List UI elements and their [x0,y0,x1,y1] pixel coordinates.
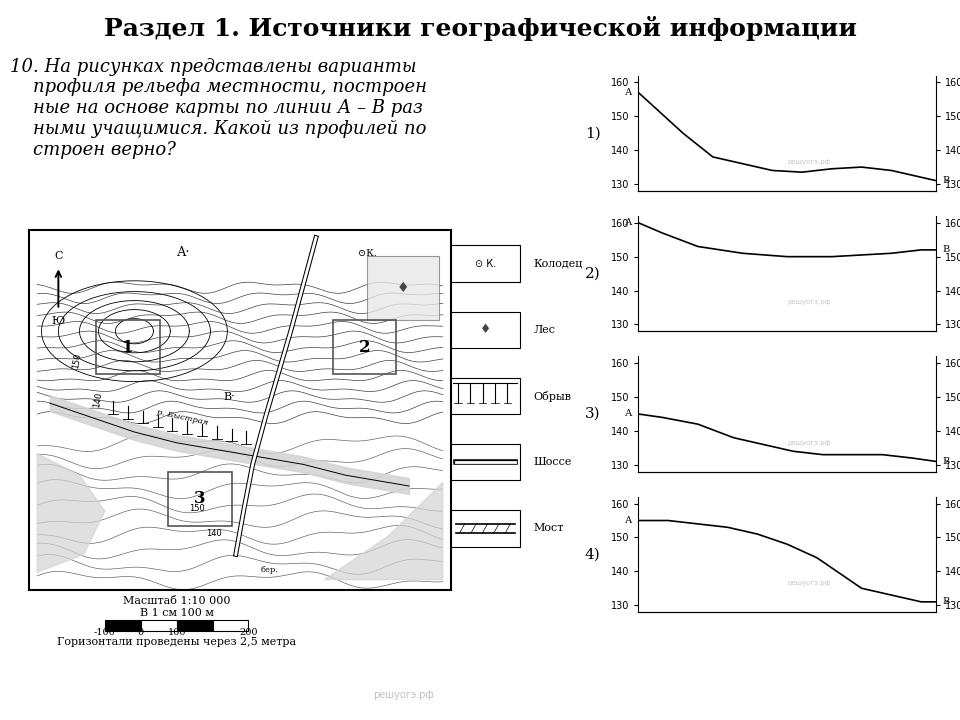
Text: Раздел 1. Источники географической информации: Раздел 1. Источники географической инфор… [104,17,856,41]
Text: 150: 150 [189,504,205,513]
Text: Обрыв: Обрыв [534,390,571,402]
Text: Горизонтали проведены через 2,5 метра: Горизонтали проведены через 2,5 метра [57,637,297,647]
Text: Лес: Лес [534,325,555,335]
Bar [105,621,141,631]
Text: решуогэ.рф: решуогэ.рф [787,440,830,446]
Bar [96,320,159,374]
Text: 200: 200 [239,629,257,637]
Text: В: В [942,598,949,606]
Text: 4): 4) [585,547,601,562]
Text: ⊙ К.: ⊙ К. [475,258,496,269]
Text: А: А [625,88,633,97]
Text: 100: 100 [167,629,186,637]
Text: Колодец: Колодец [534,258,583,269]
Bar [451,246,519,282]
Bar [141,621,177,631]
Text: А: А [625,410,633,418]
Text: 1: 1 [122,339,133,356]
Text: решуогэ.рф: решуогэ.рф [372,690,434,701]
Bar [177,621,212,631]
Text: С: С [54,251,62,261]
Text: бер.: бер. [261,567,279,575]
Polygon shape [324,482,443,580]
Text: 3: 3 [194,490,205,507]
Text: решуогэ.рф: решуогэ.рф [787,300,830,305]
Text: А·: А· [177,246,190,258]
Text: Шоссе: Шоссе [534,457,571,467]
Text: В: В [942,457,949,466]
Text: 1): 1) [585,126,601,140]
Text: Мост: Мост [534,523,564,534]
Bar [212,621,249,631]
Text: Ю: Ю [52,316,65,326]
Text: А: А [625,516,633,525]
Text: 2: 2 [359,339,371,356]
Text: А: А [625,218,633,228]
Bar [451,444,519,480]
Text: 10. На рисунках представлены варианты
    профиля рельефа местности, построен
  : 10. На рисунках представлены варианты пр… [10,58,426,159]
Text: 3): 3) [585,407,600,421]
Text: В: В [942,246,949,254]
Text: В: В [942,176,949,185]
Text: 140: 140 [206,529,222,539]
Text: -100: -100 [94,629,116,637]
Text: ♦: ♦ [396,281,409,295]
Text: ⊙К.: ⊙К. [358,248,377,258]
Bar [168,472,231,526]
Polygon shape [37,454,105,572]
Text: В·: В· [223,392,235,402]
Text: ♦: ♦ [480,323,491,336]
Text: Масштаб 1:10 000
В 1 см 100 м: Масштаб 1:10 000 В 1 см 100 м [123,596,230,618]
Bar [333,320,396,374]
Text: 0: 0 [137,629,144,637]
Text: решуогэ.рф: решуогэ.рф [787,159,830,165]
Text: р. Быстрая: р. Быстрая [156,408,208,427]
Text: 2): 2) [585,266,601,281]
Bar [367,256,439,320]
Bar [451,378,519,414]
Bar [456,315,515,345]
Bar [451,510,519,546]
Text: решуогэ.рф: решуогэ.рф [787,580,830,586]
Text: 150: 150 [71,352,83,369]
Bar [451,312,519,348]
Text: 140: 140 [92,392,104,409]
